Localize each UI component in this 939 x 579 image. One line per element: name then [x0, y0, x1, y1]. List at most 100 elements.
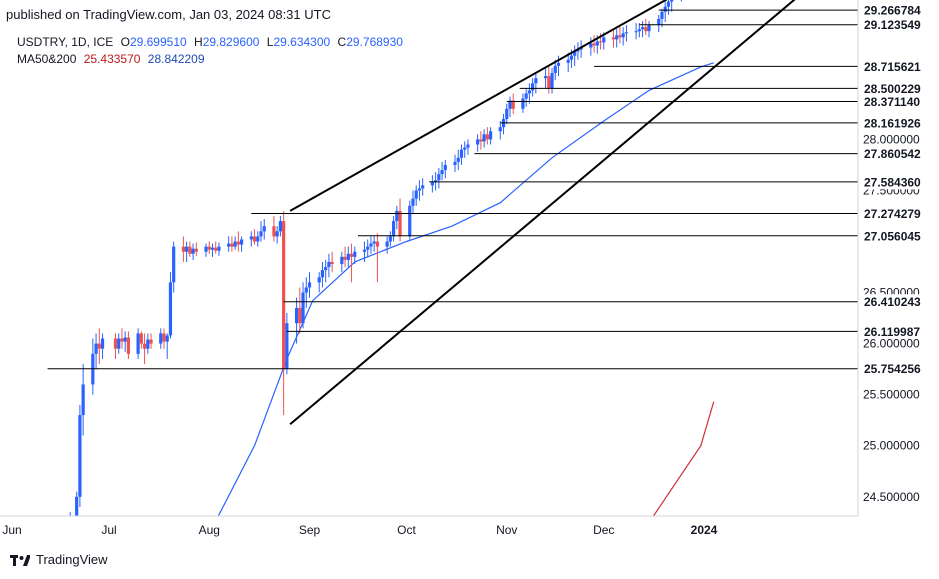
candle-body	[330, 261, 334, 264]
candle	[430, 175, 434, 193]
time-tick-label: Jun	[2, 523, 21, 537]
level-badge: 29.123549	[859, 17, 921, 33]
candle-body	[375, 241, 380, 247]
candle	[463, 141, 467, 158]
footer: TradingView	[10, 552, 108, 567]
candle	[589, 37, 593, 56]
level-badge: 28.500229	[859, 80, 921, 96]
candle	[262, 219, 266, 240]
candle	[647, 20, 651, 38]
candle	[275, 226, 279, 244]
level-badge-bg	[859, 323, 919, 339]
level-badge: 28.371140	[859, 94, 920, 110]
candle	[476, 134, 480, 152]
candle	[210, 243, 215, 257]
ma-label[interactable]: MA50&200	[17, 52, 77, 66]
candle	[391, 215, 396, 242]
candle-body	[411, 198, 415, 206]
candle-body	[282, 221, 286, 370]
candle-body	[233, 241, 237, 247]
candle	[553, 59, 557, 81]
candle	[168, 272, 173, 339]
candle	[282, 210, 286, 416]
level-badge-label: 27.274279	[864, 207, 921, 221]
candle	[485, 127, 489, 145]
candle-body	[615, 35, 619, 40]
ma50-line-group	[217, 62, 714, 516]
candle-body	[172, 246, 176, 283]
level-badge-bg	[859, 228, 919, 244]
candle	[550, 67, 554, 94]
candle-body	[485, 134, 489, 140]
level-badge: 25.754256	[859, 361, 921, 377]
candle-body	[437, 174, 441, 181]
tradingview-logo-icon[interactable]	[10, 553, 30, 567]
candle	[353, 246, 357, 264]
candle	[181, 236, 185, 262]
candle-body	[230, 243, 234, 247]
level-badge: 29.266784	[859, 2, 921, 18]
candle-body	[168, 282, 173, 336]
candle	[217, 242, 221, 256]
candle-body	[301, 292, 305, 324]
candle	[142, 333, 147, 365]
candle	[317, 272, 321, 293]
candle-body	[408, 205, 412, 237]
level-badge: 27.056045	[859, 228, 921, 244]
close-value: 29.768930	[346, 35, 403, 49]
open-value: 29.699510	[129, 35, 187, 49]
candle-body	[159, 333, 163, 344]
price-tick-label: 26.000000	[863, 337, 920, 351]
candle-body	[440, 170, 444, 175]
candle-body	[663, 6, 667, 12]
candle	[162, 328, 166, 349]
candle	[362, 241, 367, 262]
candle	[657, 14, 661, 33]
level-badge: 26.410243	[859, 294, 921, 310]
level-badge-bg	[859, 174, 919, 190]
level-badge-bg	[859, 115, 919, 131]
level-badge-label: 28.500229	[864, 82, 921, 96]
level-badge-bg	[859, 2, 919, 18]
candle	[233, 236, 237, 250]
candle	[278, 215, 282, 237]
candle-body	[550, 73, 554, 89]
candle-body	[524, 93, 528, 99]
candle-body	[508, 100, 512, 109]
candle	[139, 331, 143, 349]
candle-body	[576, 49, 580, 52]
level-badge-label: 27.584360	[864, 175, 921, 189]
candle	[511, 93, 515, 114]
candle-body	[592, 43, 596, 46]
candle	[372, 236, 376, 252]
level-badge-bg	[859, 206, 919, 222]
candle-body	[214, 247, 218, 251]
candle-body	[272, 226, 276, 237]
candle-body	[395, 210, 399, 222]
candle	[375, 233, 380, 283]
candle	[459, 144, 464, 165]
candle-body	[207, 246, 211, 250]
candle	[501, 113, 506, 135]
candle	[120, 328, 124, 349]
candle	[615, 29, 619, 48]
candle-body	[556, 62, 561, 66]
candle	[75, 491, 79, 516]
candle	[349, 243, 354, 283]
time-tick-label: Aug	[199, 523, 220, 537]
ma50-value: 25.433570	[83, 52, 141, 66]
candle	[136, 328, 140, 359]
candle-body	[417, 188, 422, 191]
candle-body	[123, 337, 127, 342]
candle	[666, 0, 671, 15]
candle-body	[188, 246, 192, 254]
candle-body	[421, 185, 425, 189]
footer-brand: TradingView	[36, 552, 108, 567]
symbol-label[interactable]: USDTRY, 1D, ICE	[17, 35, 114, 49]
lower-trendline	[289, 0, 796, 426]
candle	[294, 297, 299, 344]
candle	[408, 200, 412, 240]
candle-body	[136, 333, 140, 354]
candle	[324, 259, 328, 283]
